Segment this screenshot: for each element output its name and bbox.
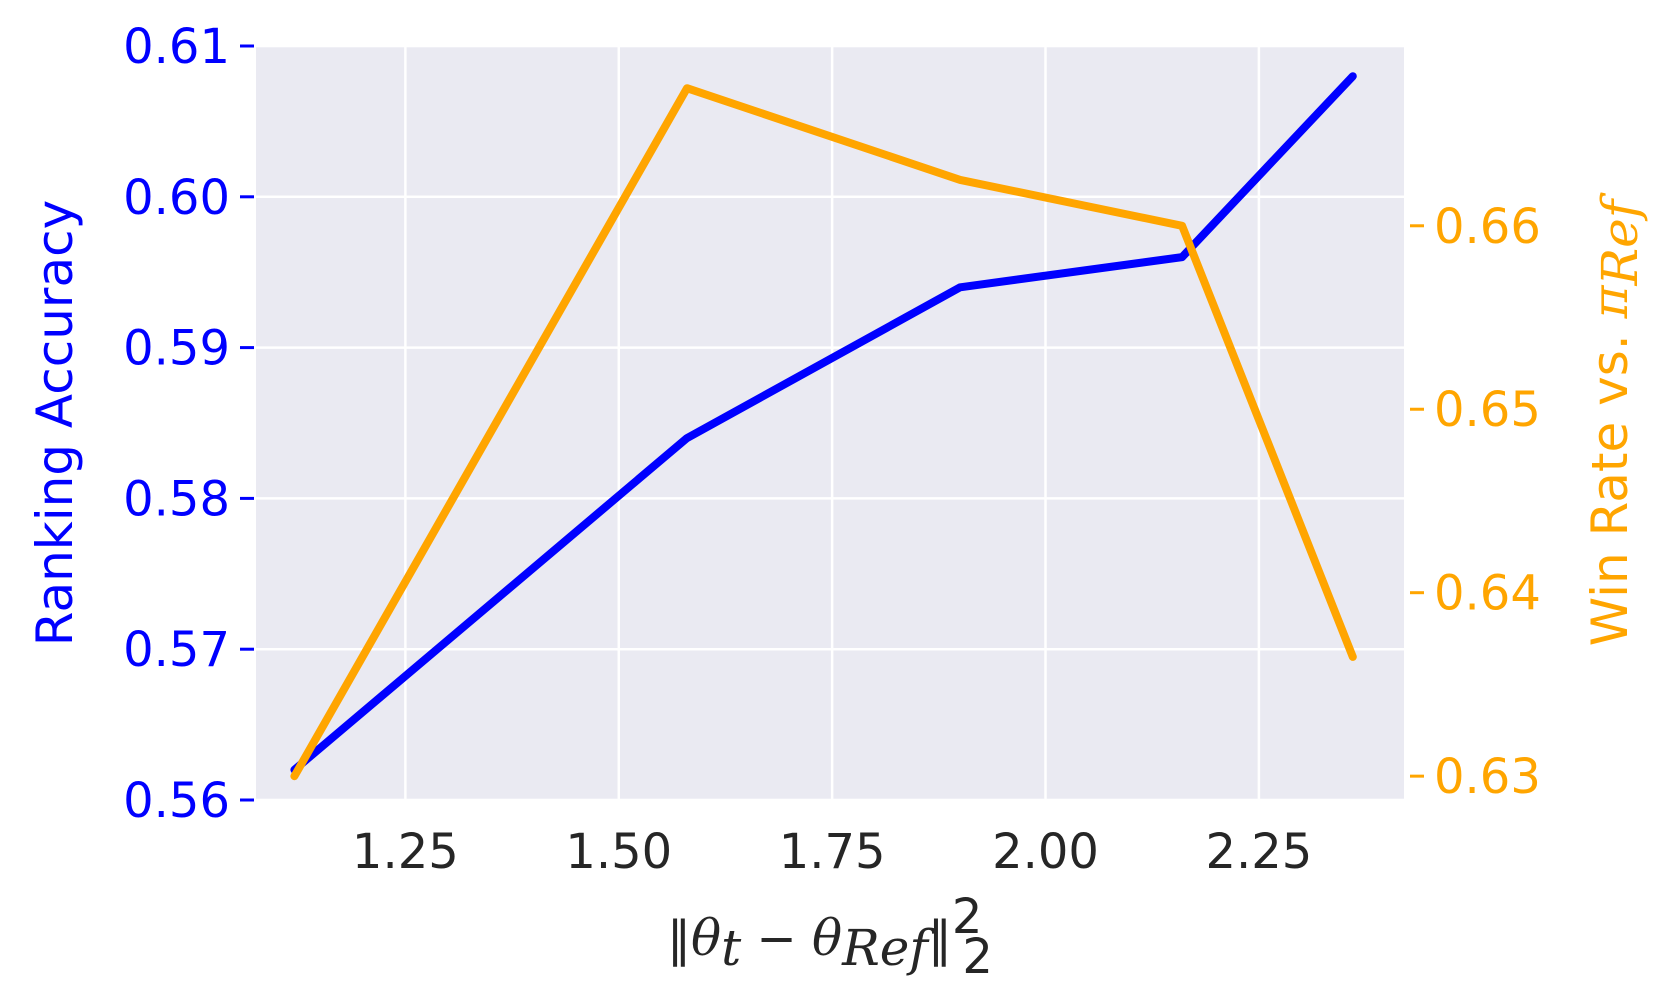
x-axis-label: ‖θt − θRef‖2 2 — [667, 889, 993, 985]
right-axis-label-sub: Ref — [1591, 192, 1649, 286]
left-tick-label: 0.60 — [123, 170, 230, 226]
left-y-axis: 0.56 0.57 0.58 0.59 0.60 0.61 — [123, 19, 254, 829]
x-axis: 1.25 1.50 1.75 2.00 2.25 — [352, 824, 1312, 880]
x-label-theta: θ — [691, 909, 721, 967]
x-tick-label: 2.25 — [1205, 824, 1312, 880]
x-tick-label: 2.00 — [992, 824, 1099, 880]
right-tick-label: 0.65 — [1434, 382, 1541, 438]
right-y-axis: 0.63 0.64 0.65 0.66 — [1410, 199, 1541, 805]
x-label-norm-close: ‖ — [928, 911, 952, 967]
left-axis-label: Ranking Accuracy — [26, 200, 84, 646]
x-label-sub-t: t — [721, 919, 742, 977]
win-rate-line — [290, 84, 1357, 781]
x-label-sup: 2 — [952, 889, 983, 945]
left-tick-label: 0.56 — [123, 773, 230, 829]
x-tick-label: 1.75 — [779, 824, 886, 880]
right-tick-label: 0.63 — [1434, 749, 1541, 805]
right-tick-label: 0.64 — [1434, 566, 1541, 622]
left-tick-label: 0.58 — [123, 471, 230, 527]
left-tick-label: 0.59 — [123, 321, 230, 377]
ranking-accuracy-line — [290, 72, 1357, 774]
x-tick-label: 1.25 — [352, 824, 459, 880]
x-label-minus: − — [741, 911, 812, 967]
x-label-sub-ref: Ref — [841, 919, 935, 977]
x-label-norm-open: ‖ — [667, 911, 691, 967]
x-label-theta-ref: θ — [812, 909, 842, 967]
x-label-sub-2: 2 — [962, 929, 993, 985]
left-tick-label: 0.61 — [123, 19, 230, 75]
right-axis-label: Win Rate vs. πRef — [1581, 192, 1649, 646]
plot-background — [256, 46, 1404, 800]
right-tick-label: 0.66 — [1434, 199, 1541, 255]
x-tick-label: 1.50 — [565, 824, 672, 880]
right-axis-label-text: Win Rate vs. — [1581, 318, 1639, 646]
series-layer — [290, 72, 1357, 781]
left-tick-label: 0.57 — [123, 622, 230, 678]
right-axis-label-pi: π — [1581, 284, 1639, 319]
